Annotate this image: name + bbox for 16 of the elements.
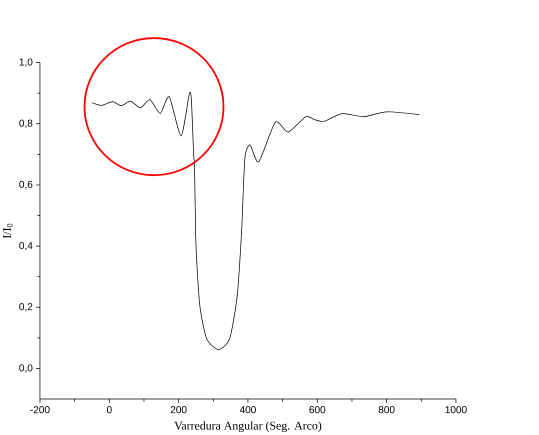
x-tick-label: 0 [106,406,112,414]
x-tick-label: 1000 [446,406,467,414]
y-tick-label: 0,2 [19,303,32,312]
x-tick-label: -200 [30,406,50,414]
y-tick-label: 0,8 [19,120,32,128]
line-series [92,93,420,350]
y-tick-label: 0,0 [19,364,32,373]
y-tick-label: 0,4 [19,242,33,250]
x-tick-label: 200 [170,406,187,414]
x-tick-label: 600 [309,406,326,414]
x-tick-label: 800 [378,406,395,414]
y-tick-label: 1,0 [20,58,32,67]
y-axis-title: I/I$_{0}$ [3,224,13,238]
x-axis-title: Varredura Angular (Seg. Arco) [174,421,322,432]
x-tick-label: 400 [240,406,256,414]
y-tick-label: 0,6 [19,180,32,190]
